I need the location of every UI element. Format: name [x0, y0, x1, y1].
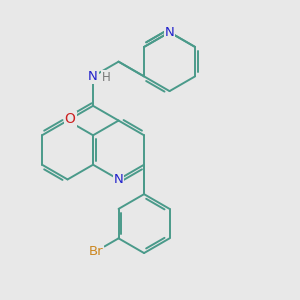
Text: O: O	[65, 112, 76, 126]
Text: Br: Br	[88, 245, 103, 258]
Text: N: N	[88, 70, 98, 83]
Text: H: H	[102, 71, 111, 84]
Text: N: N	[114, 173, 123, 186]
Text: N: N	[165, 26, 174, 39]
